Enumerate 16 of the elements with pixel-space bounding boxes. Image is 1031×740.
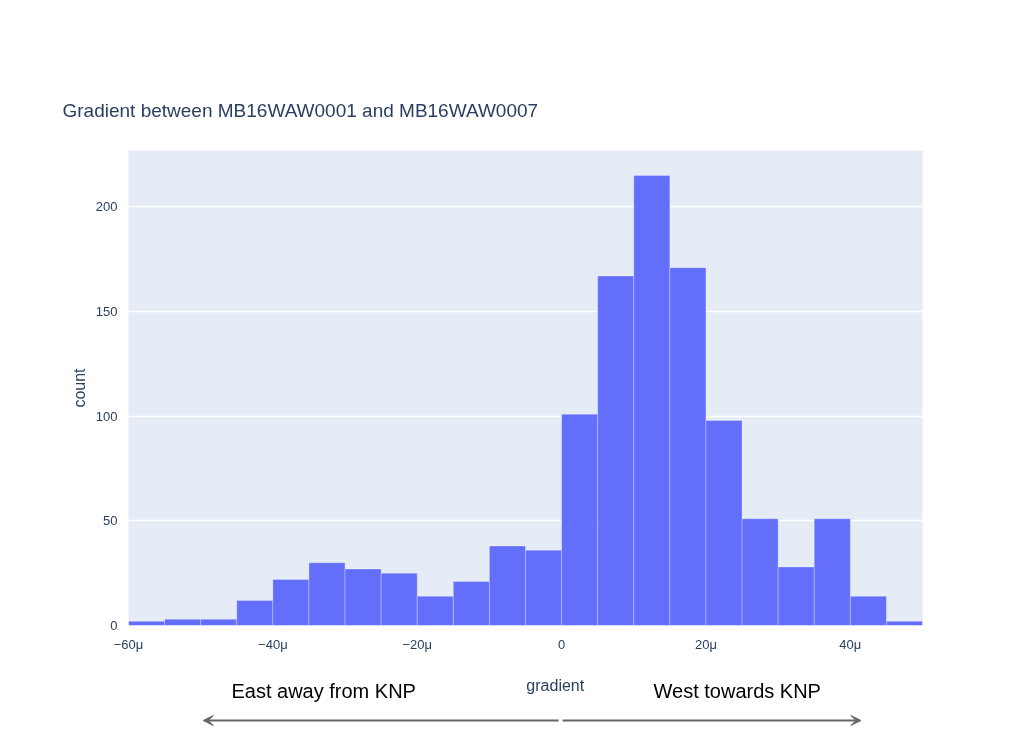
x-tick-label: 40μ — [839, 636, 862, 652]
x-tick-label: −40μ — [258, 636, 288, 652]
x-tick-label: −60μ — [113, 636, 144, 652]
x-tick-label: 20μ — [694, 636, 717, 652]
x-tick-label: 0 — [557, 636, 566, 652]
chart-title: Gradient between MB16WAW0001 and MB16WAW0007 — [62, 99, 539, 121]
text: West towards KNP — [653, 679, 821, 702]
y-tick-label: 200 — [95, 199, 118, 215]
y-axis-title: count — [70, 367, 88, 408]
y-tick-label: 100 — [95, 408, 118, 424]
text: East away from KNP — [231, 679, 416, 702]
y-tick-label: 150 — [95, 304, 118, 320]
y-tick-label: 50 — [103, 513, 118, 529]
x-tick-label: −20μ — [402, 636, 432, 652]
x-axis-title: gradient — [526, 676, 585, 694]
y-tick-label: 0 — [110, 618, 118, 633]
